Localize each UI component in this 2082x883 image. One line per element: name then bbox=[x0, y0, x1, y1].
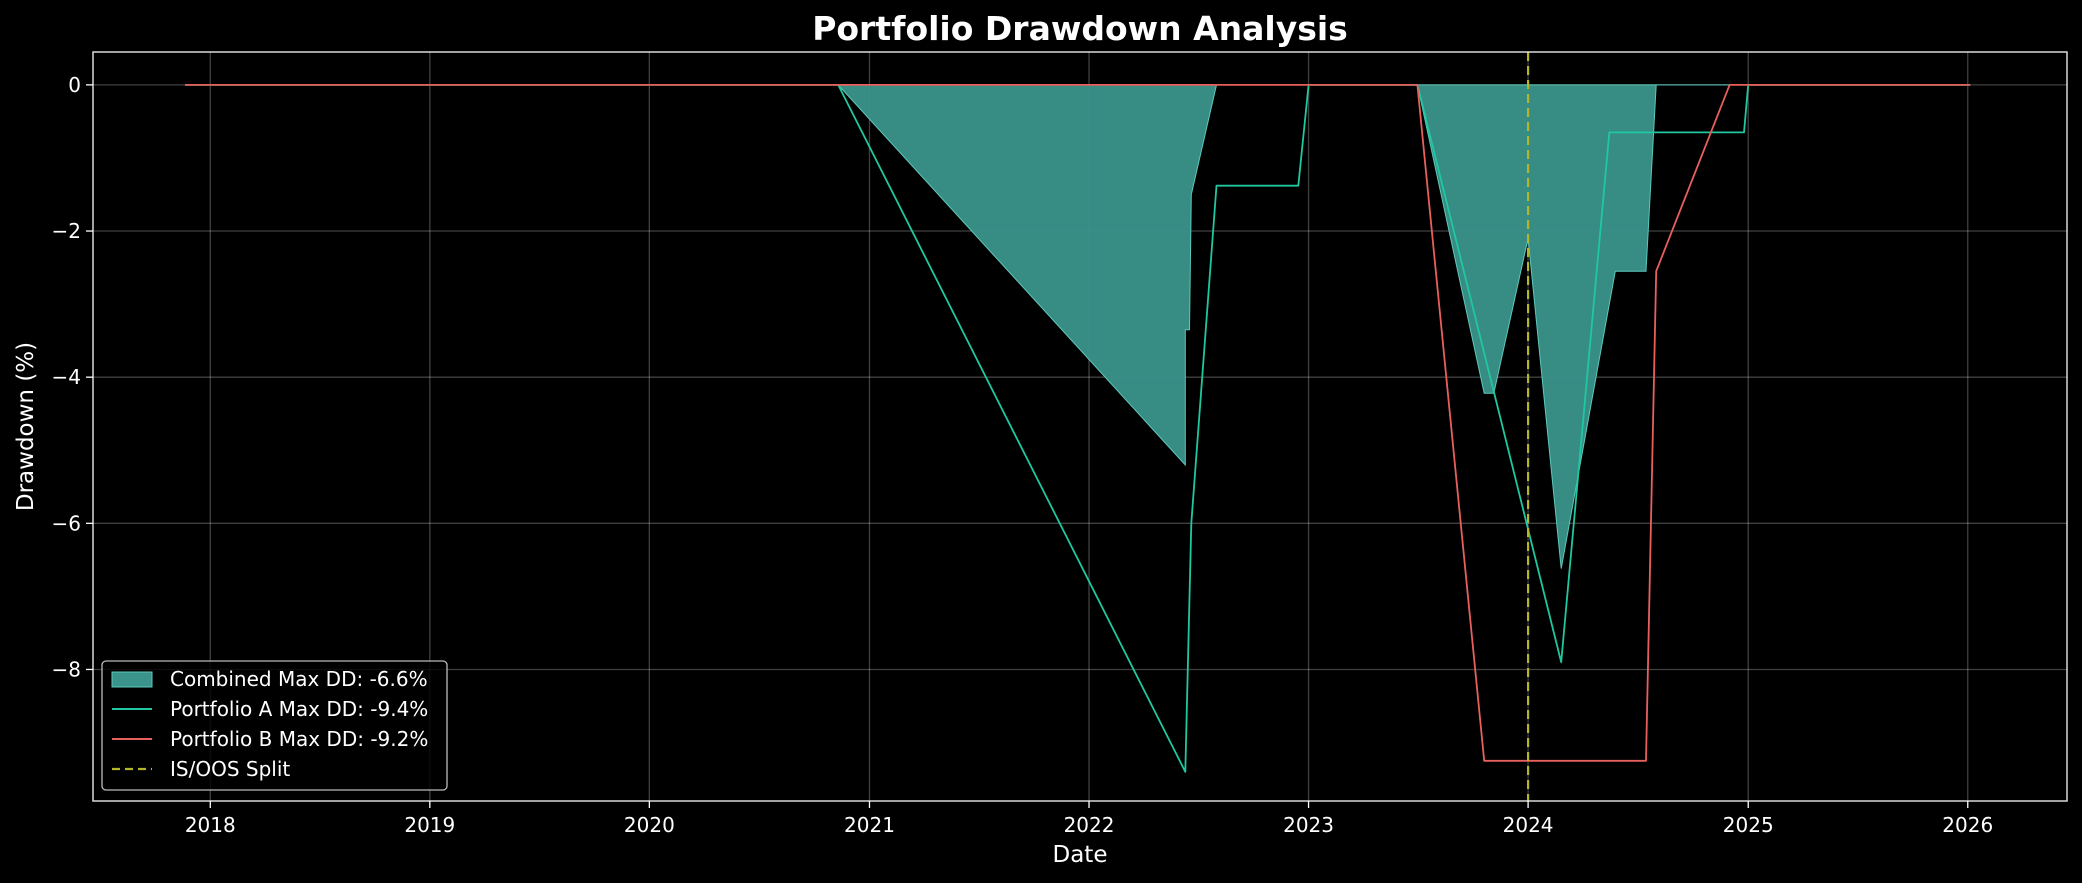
x-tick-label: 2025 bbox=[1723, 813, 1774, 837]
y-tick-label: 0 bbox=[68, 73, 81, 97]
y-tick-label: −6 bbox=[52, 511, 81, 535]
legend-entry-label: Portfolio A Max DD: -9.4% bbox=[170, 697, 428, 721]
legend-swatch-combined bbox=[111, 671, 153, 688]
legend-entry-label: IS/OOS Split bbox=[170, 757, 290, 781]
y-tick-label: −2 bbox=[52, 219, 81, 243]
y-axis-label: Drawdown (%) bbox=[13, 342, 39, 511]
x-tick-label: 2019 bbox=[404, 813, 455, 837]
chart-title: Portfolio Drawdown Analysis bbox=[812, 9, 1348, 48]
x-tick-label: 2026 bbox=[1942, 813, 1993, 837]
x-tick-label: 2022 bbox=[1064, 813, 1115, 837]
legend-entry-label: Combined Max DD: -6.6% bbox=[170, 667, 428, 691]
x-tick-label: 2020 bbox=[624, 813, 675, 837]
y-tick-label: −4 bbox=[52, 365, 81, 389]
legend: Combined Max DD: -6.6% Portfolio A Max DD… bbox=[101, 660, 448, 791]
legend-box bbox=[101, 660, 448, 791]
legend-entry-label: Portfolio B Max DD: -9.2% bbox=[170, 727, 428, 751]
portfolio-b-line bbox=[185, 84, 1971, 762]
combined-drawdown-area bbox=[185, 84, 1971, 569]
x-tick-label: 2024 bbox=[1503, 813, 1554, 837]
axis-ticks: 2018 2019 2020 2021 2022 2023 2024 2025 2026 0 −2 −… bbox=[52, 73, 1994, 837]
x-tick-label: 2023 bbox=[1283, 813, 1334, 837]
x-tick-label: 2018 bbox=[185, 813, 236, 837]
x-axis-label: Date bbox=[1053, 842, 1108, 868]
plot-frame bbox=[92, 51, 2068, 802]
x-tick-label: 2021 bbox=[844, 813, 895, 837]
y-tick-label: −8 bbox=[52, 657, 81, 681]
plot-series bbox=[185, 52, 1971, 801]
